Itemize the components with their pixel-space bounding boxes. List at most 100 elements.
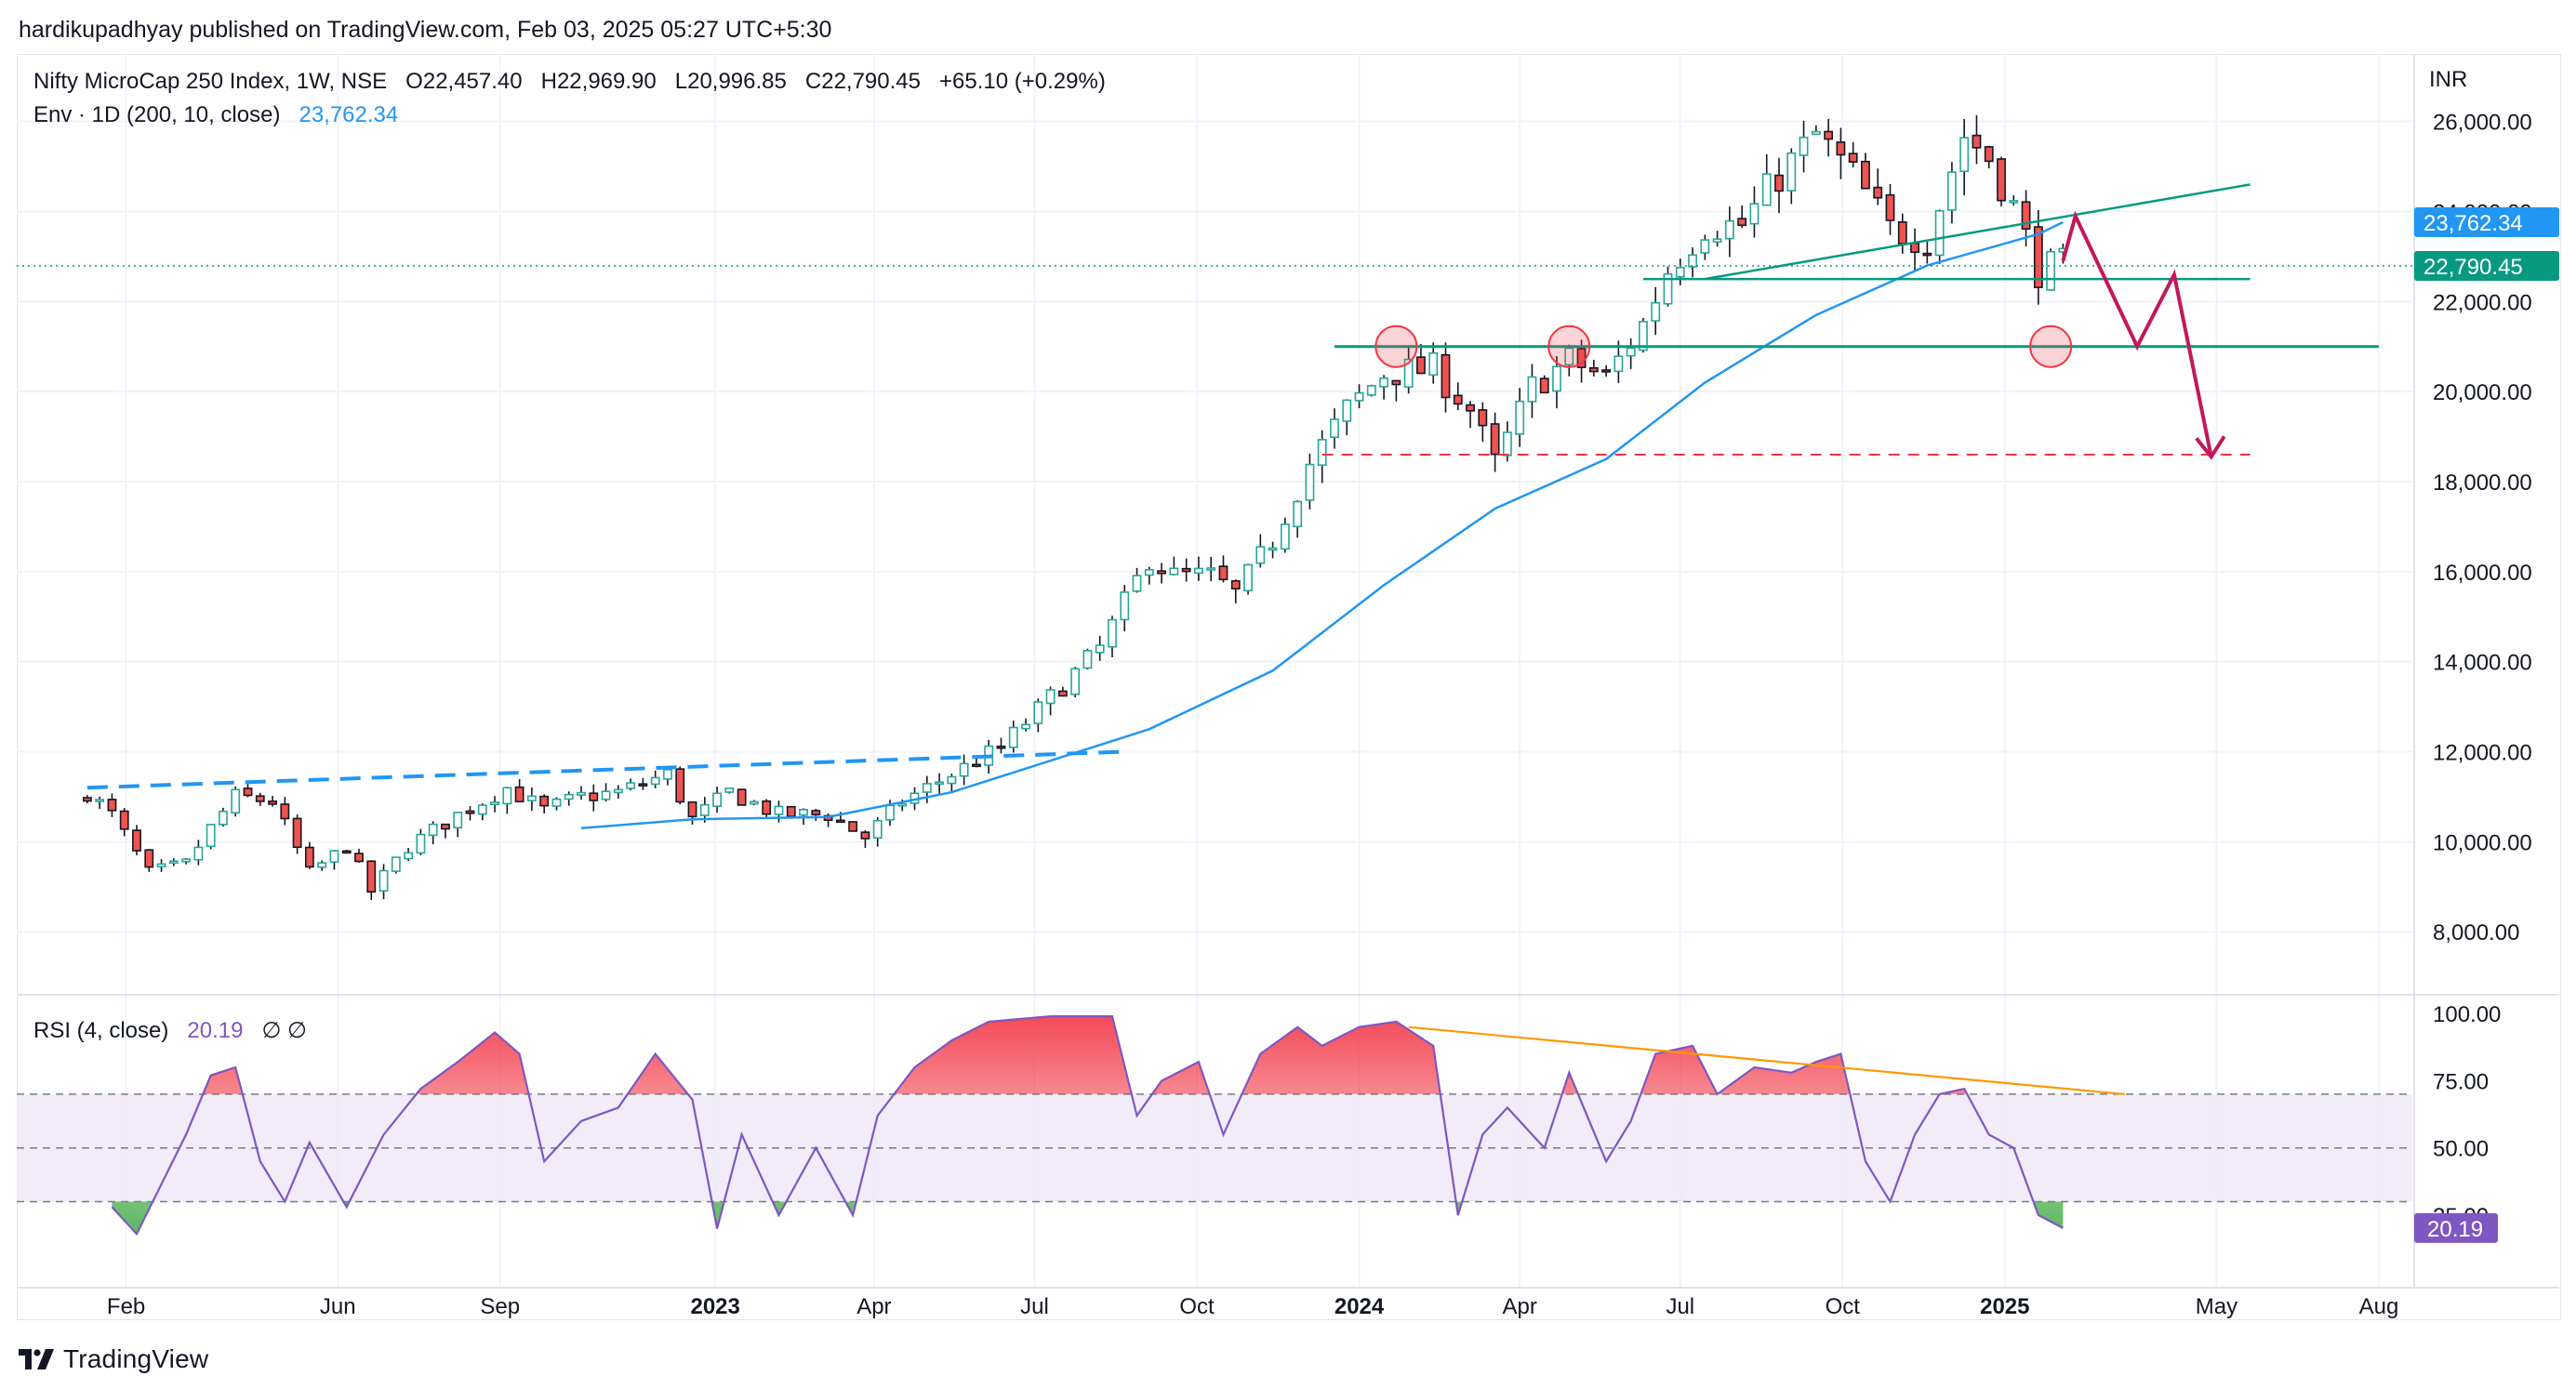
symbol-title[interactable]: Nifty MicroCap 250 Index, 1W, NSE <box>33 69 388 94</box>
candle-body <box>699 803 710 816</box>
candle-body <box>404 852 414 860</box>
rsi-label[interactable]: RSI (4, close) <box>33 1018 169 1043</box>
candle-body <box>82 797 92 802</box>
candle-body <box>613 788 623 794</box>
candle <box>1342 399 1352 436</box>
test-circle <box>1547 324 1591 368</box>
candle <box>1305 453 1315 509</box>
candle-body <box>1181 567 1191 573</box>
currency-label[interactable]: INR <box>2429 67 2468 92</box>
candle <box>774 800 784 823</box>
candle <box>514 779 524 803</box>
candle <box>712 787 722 814</box>
candle <box>675 766 685 805</box>
candle-body <box>1515 400 1525 435</box>
candle-body <box>354 853 364 863</box>
rsi-value-badge-text: 20.19 <box>2427 1217 2483 1242</box>
candle <box>2009 195 2019 206</box>
candle-body <box>1305 463 1315 501</box>
candle <box>1786 148 1797 205</box>
candle <box>1490 412 1500 472</box>
candle-body <box>687 800 697 818</box>
envelope-line <box>580 220 2064 830</box>
candle-body <box>1157 570 1167 575</box>
candle <box>1045 686 1056 716</box>
candle <box>935 773 944 795</box>
candle-body <box>1033 701 1043 724</box>
candle <box>539 794 550 814</box>
candle <box>1478 402 1488 443</box>
candle-body <box>1700 239 1710 254</box>
envelope-label[interactable]: Env · 1D (200, 10, close) <box>33 102 281 127</box>
candle-body <box>860 831 870 840</box>
rsi-value: 20.19 <box>187 1018 244 1043</box>
price-tick-label: 26,000.00 <box>2433 111 2532 136</box>
candle <box>551 797 562 811</box>
candle-body <box>2033 226 2043 288</box>
candle <box>1946 162 1957 224</box>
candle <box>577 786 586 800</box>
candle <box>1848 141 1858 167</box>
candle-body <box>1366 385 1376 396</box>
candle <box>1922 242 1932 264</box>
rsi-overbought-fill <box>203 1016 1968 1094</box>
candle <box>848 821 858 832</box>
candle <box>872 816 883 847</box>
candle-body <box>626 782 636 789</box>
candle <box>391 856 401 874</box>
candle-body <box>712 792 722 807</box>
candle-body <box>724 787 735 793</box>
candle <box>1108 615 1117 657</box>
candle <box>1354 384 1364 409</box>
candle-body <box>416 833 426 854</box>
footer-brand[interactable]: TradingView <box>19 1344 208 1374</box>
candle-body <box>947 775 957 785</box>
candle <box>947 774 957 794</box>
time-tick-label: 2024 <box>1334 1294 1385 1319</box>
candle-body <box>2046 250 2056 291</box>
candle <box>1008 721 1018 753</box>
candle-body <box>1466 403 1475 412</box>
candle-body <box>650 776 660 786</box>
candle-body <box>1663 272 1673 305</box>
candle-body <box>1502 431 1512 456</box>
candle <box>526 787 537 812</box>
candle <box>1255 534 1266 568</box>
candle-body <box>848 821 858 832</box>
candle <box>1984 145 1994 169</box>
candle-body <box>1230 580 1241 590</box>
candle <box>107 793 117 817</box>
candle-body <box>168 860 179 865</box>
candle-body <box>1391 379 1401 386</box>
candle <box>1836 127 1846 179</box>
candle <box>82 795 92 803</box>
candle-body <box>1280 523 1290 550</box>
time-tick-label: Jul <box>1666 1294 1694 1319</box>
candle-body <box>1206 567 1216 571</box>
candle <box>317 860 327 871</box>
candle-body <box>132 829 141 852</box>
candle-body <box>1712 238 1722 243</box>
rsi-tick-label: 100.00 <box>2433 1002 2501 1027</box>
price-tick-label: 18,000.00 <box>2433 470 2532 496</box>
dashed-trendline <box>86 749 1125 790</box>
high-value: H22,969.90 <box>540 69 657 94</box>
candle-body <box>1021 723 1030 730</box>
candle <box>441 823 450 839</box>
candle <box>2033 210 2043 305</box>
candle <box>1095 635 1105 661</box>
candle <box>1626 337 1636 369</box>
candle-body <box>1972 134 1982 149</box>
candle-body <box>453 812 463 829</box>
rsi-tick-label: 50.00 <box>2433 1137 2489 1162</box>
candle-body <box>811 810 821 815</box>
candle-body <box>1293 500 1303 528</box>
candle-body <box>243 787 253 797</box>
candle-body <box>366 860 377 893</box>
candle-body <box>539 795 550 807</box>
candle-body <box>317 862 327 868</box>
candle-body <box>1922 252 1932 257</box>
low-value: L20,996.85 <box>674 69 787 94</box>
rsi-line <box>111 1014 2064 1237</box>
